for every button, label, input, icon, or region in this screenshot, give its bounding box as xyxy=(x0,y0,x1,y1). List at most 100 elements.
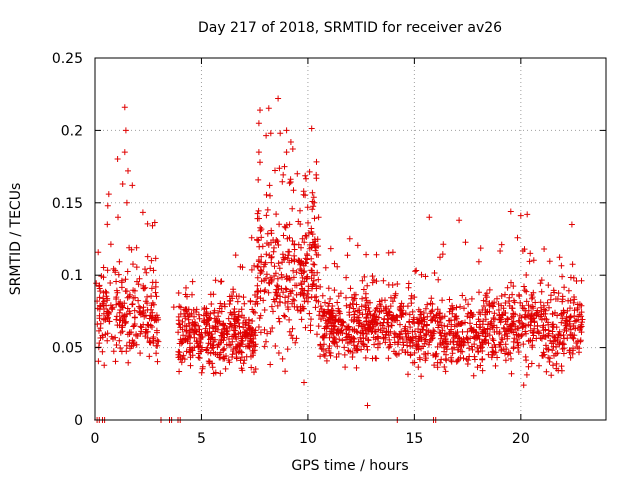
data-point xyxy=(321,325,328,332)
data-point xyxy=(519,305,526,311)
data-point xyxy=(401,325,408,332)
data-point xyxy=(254,300,261,307)
data-point xyxy=(195,311,202,318)
data-point xyxy=(350,305,357,312)
data-point xyxy=(476,289,482,296)
data-point xyxy=(546,304,552,311)
data-point xyxy=(131,307,138,314)
data-point xyxy=(404,349,411,356)
data-point xyxy=(296,257,303,264)
data-point xyxy=(538,316,545,323)
data-point xyxy=(186,349,193,356)
data-point xyxy=(437,254,443,261)
data-point xyxy=(249,318,256,324)
data-point xyxy=(121,104,128,111)
data-point xyxy=(426,214,433,221)
data-point xyxy=(365,325,372,332)
y-tick-label: 0.05 xyxy=(52,341,83,357)
data-point xyxy=(461,305,467,312)
data-point xyxy=(468,295,475,302)
data-point xyxy=(551,334,558,341)
data-point xyxy=(257,287,264,294)
data-point xyxy=(424,301,431,308)
data-point xyxy=(152,279,159,286)
data-point xyxy=(129,182,136,189)
data-point xyxy=(555,290,562,297)
data-point xyxy=(547,337,554,344)
data-point xyxy=(421,316,428,323)
data-point xyxy=(317,316,324,323)
data-point xyxy=(182,313,189,320)
data-point xyxy=(500,324,507,331)
data-point xyxy=(546,258,553,265)
data-point xyxy=(282,254,289,261)
data-point xyxy=(437,315,444,322)
data-point xyxy=(112,269,119,276)
data-point xyxy=(480,318,487,325)
data-point xyxy=(288,332,295,339)
data-point xyxy=(502,357,509,364)
data-point xyxy=(245,325,252,332)
data-point xyxy=(151,317,158,324)
data-point xyxy=(286,180,293,187)
data-point xyxy=(548,372,555,379)
data-point xyxy=(150,267,157,274)
data-point xyxy=(117,299,124,305)
data-point xyxy=(513,331,520,338)
data-point xyxy=(497,248,504,254)
data-point xyxy=(375,335,382,342)
data-point xyxy=(537,280,544,287)
data-point xyxy=(220,321,226,328)
data-point xyxy=(311,261,318,268)
data-point xyxy=(523,330,529,337)
data-point xyxy=(153,293,160,300)
data-point xyxy=(220,347,227,354)
data-point xyxy=(462,296,469,303)
data-point xyxy=(303,295,310,301)
data-point xyxy=(524,211,531,218)
data-point xyxy=(449,302,456,309)
data-point xyxy=(149,309,156,316)
data-point xyxy=(100,316,107,323)
data-point xyxy=(116,317,123,324)
data-point xyxy=(351,342,357,349)
data-point xyxy=(394,314,401,320)
data-point xyxy=(386,308,393,315)
data-point xyxy=(341,344,348,351)
data-point xyxy=(275,350,282,356)
data-point xyxy=(264,330,271,337)
data-point xyxy=(131,314,138,321)
data-point xyxy=(273,295,280,302)
data-point xyxy=(193,306,200,313)
data-point xyxy=(453,313,460,320)
y-tick-label: 0.15 xyxy=(52,196,83,212)
data-point xyxy=(231,322,238,329)
data-point xyxy=(205,317,212,324)
data-point xyxy=(265,289,272,296)
data-point xyxy=(436,329,443,336)
data-point xyxy=(479,348,486,354)
data-point xyxy=(236,323,243,330)
data-point xyxy=(276,265,283,272)
data-point xyxy=(538,288,545,295)
data-point xyxy=(494,354,501,361)
data-point xyxy=(217,278,224,285)
data-point xyxy=(510,283,517,290)
data-point xyxy=(440,241,447,248)
data-point xyxy=(331,340,338,347)
data-point xyxy=(558,262,565,269)
data-point xyxy=(307,322,314,329)
data-point xyxy=(526,337,532,344)
data-point xyxy=(122,276,129,283)
data-point xyxy=(435,324,442,331)
data-point xyxy=(308,255,315,262)
data-point xyxy=(285,248,292,255)
data-point xyxy=(293,291,300,298)
data-point xyxy=(235,349,242,356)
data-point xyxy=(134,333,141,339)
data-point xyxy=(220,355,227,362)
data-point xyxy=(129,337,136,344)
data-point xyxy=(520,382,527,389)
x-axis-label: GPS time / hours xyxy=(291,458,408,474)
data-point xyxy=(534,309,541,316)
